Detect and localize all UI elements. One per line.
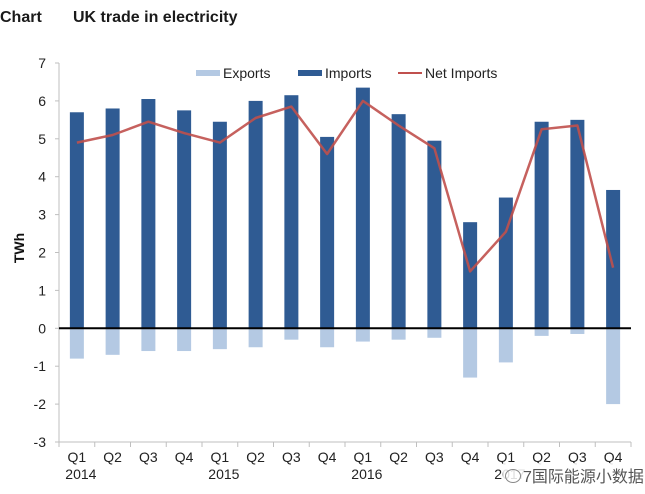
y-tick-label: 4 — [38, 169, 46, 185]
legend-label: Net Imports — [425, 65, 497, 81]
import-bar — [320, 136, 335, 329]
legend-label: Exports — [223, 65, 270, 81]
import-bar — [534, 121, 549, 329]
import-bar — [355, 87, 370, 329]
legend-label: Imports — [325, 65, 372, 81]
x-tick-label: Q1 — [354, 449, 373, 465]
x-tick-label: Q2 — [103, 449, 122, 465]
import-bar — [284, 95, 299, 329]
watermark-text: 国际能源小数据 — [531, 469, 644, 486]
x-tick-label: Q3 — [568, 449, 587, 465]
import-bar — [463, 222, 478, 329]
import-bar — [570, 119, 585, 329]
wechat-icon — [505, 469, 521, 483]
y-tick-label: -3 — [34, 434, 47, 450]
x-year-label: 2014 — [65, 466, 96, 482]
export-bar — [212, 328, 227, 350]
watermark: 7国际能源小数据 — [503, 463, 645, 487]
y-tick-label: 6 — [38, 93, 46, 109]
x-tick-label: Q3 — [425, 449, 444, 465]
y-axis-label: TWh — [11, 233, 27, 263]
y-tick-label: 7 — [38, 55, 46, 71]
y-tick-label: 5 — [38, 131, 46, 147]
net-imports-line — [76, 99, 615, 273]
import-bar — [105, 108, 120, 329]
export-bar — [141, 328, 156, 352]
x-tick-label: Q4 — [318, 449, 337, 465]
chart-title: UK trade in electricity — [73, 9, 238, 26]
export-bar — [284, 328, 299, 340]
export-bar — [177, 328, 192, 352]
x-tick-label: Q3 — [282, 449, 301, 465]
x-tick-label: Q4 — [604, 449, 623, 465]
import-bar — [141, 99, 156, 329]
x-tick-label: Q2 — [532, 449, 551, 465]
x-tick-label: Q4 — [461, 449, 480, 465]
x-tick-label: Q1 — [68, 449, 87, 465]
export-bar — [355, 328, 370, 342]
y-tick-label: 0 — [38, 320, 46, 336]
x-tick-label: Q4 — [175, 449, 194, 465]
export-bar — [606, 328, 621, 405]
chart-label: Chart — [0, 9, 42, 26]
export-bar — [427, 328, 442, 338]
import-bar — [248, 100, 263, 329]
x-tick-label: Q1 — [211, 449, 230, 465]
import-bar — [177, 110, 192, 329]
export-bar — [391, 328, 406, 340]
y-tick-label: -1 — [34, 358, 47, 374]
legend-swatch-exports — [196, 70, 220, 76]
export-bar — [105, 328, 120, 355]
x-year-label: 2015 — [208, 466, 239, 482]
import-bar — [606, 189, 621, 329]
x-tick-label: Q1 — [497, 449, 516, 465]
export-bar — [463, 328, 478, 378]
y-tick-label: 2 — [38, 245, 46, 261]
x-tick-label: Q3 — [139, 449, 158, 465]
export-bar — [248, 328, 263, 348]
export-bar — [69, 328, 84, 359]
import-bar — [391, 114, 406, 329]
y-tick-label: -2 — [34, 396, 47, 412]
export-bar — [320, 328, 335, 348]
x-tick-label: Q2 — [246, 449, 265, 465]
legend-swatch-imports — [298, 70, 322, 76]
export-bar — [534, 328, 549, 336]
y-tick-label: 1 — [38, 282, 46, 298]
import-bar — [69, 112, 84, 329]
import-bar — [212, 121, 227, 329]
import-bar — [427, 140, 442, 329]
export-bar — [498, 328, 513, 363]
x-year-label: 2016 — [351, 466, 382, 482]
watermark-prefix: 7 — [523, 469, 532, 486]
x-tick-label: Q2 — [389, 449, 408, 465]
import-bar — [498, 197, 513, 329]
export-bar — [570, 328, 585, 334]
y-tick-label: 3 — [38, 207, 46, 223]
